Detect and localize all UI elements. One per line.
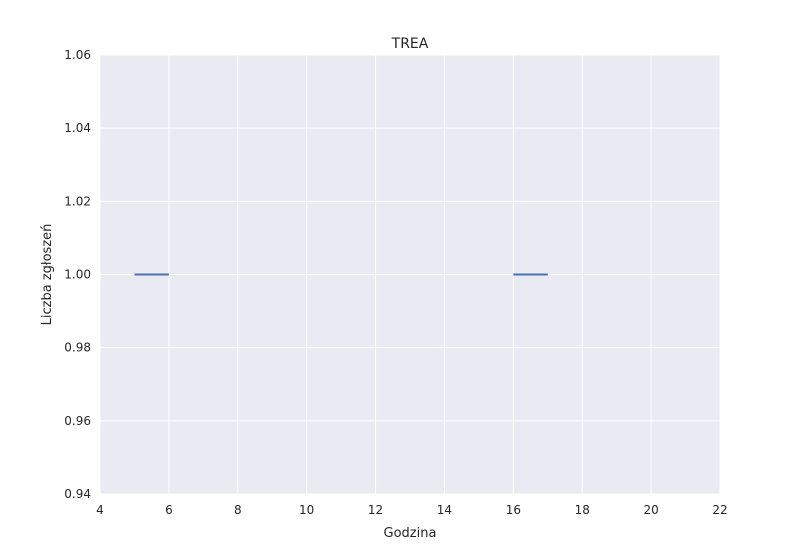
- x-tick-label: 22: [712, 503, 727, 517]
- x-tick-label: 8: [234, 503, 242, 517]
- x-tick-label: 20: [643, 503, 658, 517]
- y-tick-label: 0.94: [64, 487, 91, 501]
- x-tick-label: 12: [368, 503, 383, 517]
- x-tick-label: 14: [437, 503, 452, 517]
- y-axis-ticks: 0.94 0.96 0.98 1.00 1.02 1.04 1.06: [64, 48, 91, 501]
- x-axis-ticks: 4 6 8 10 12 14 16 18 20 22: [96, 503, 727, 517]
- chart-title: TREA: [391, 36, 429, 52]
- x-tick-label: 4: [96, 503, 104, 517]
- y-tick-label: 1.02: [64, 194, 91, 208]
- y-tick-label: 0.98: [64, 341, 91, 355]
- y-tick-label: 0.96: [64, 414, 91, 428]
- y-tick-label: 1.00: [64, 268, 91, 282]
- x-axis-label: Godzina: [384, 526, 437, 541]
- y-tick-label: 1.04: [64, 121, 91, 135]
- x-tick-label: 10: [299, 503, 314, 517]
- y-axis-label: Liczba zgłoszeń: [40, 224, 55, 326]
- x-tick-label: 16: [506, 503, 521, 517]
- x-tick-label: 6: [165, 503, 173, 517]
- x-tick-label: 18: [575, 503, 590, 517]
- grid-lines: [99, 54, 721, 495]
- y-tick-label: 1.06: [64, 48, 91, 62]
